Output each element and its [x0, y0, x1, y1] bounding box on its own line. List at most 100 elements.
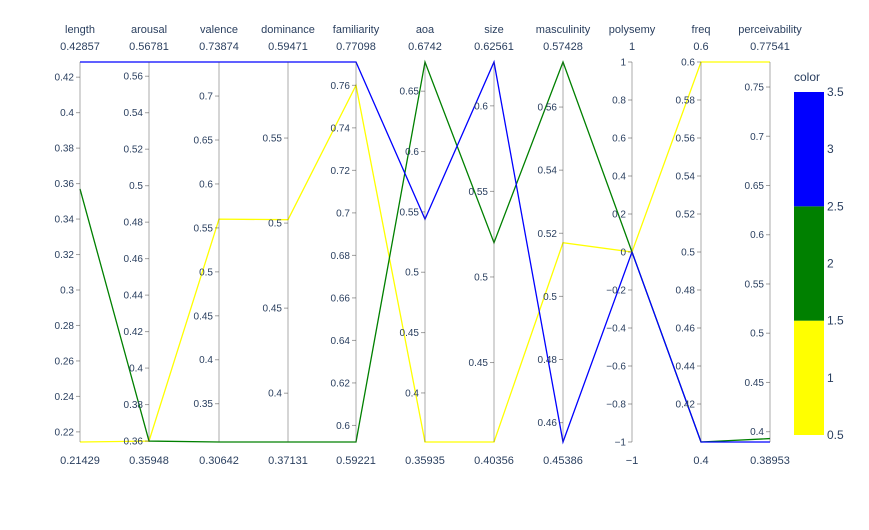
axis-tick-label: 0.2 — [612, 210, 626, 221]
axis-tick-label: 0.72 — [331, 166, 351, 177]
axis-range-min: 0.37131 — [268, 455, 308, 467]
axis-tick-label: 0.28 — [55, 321, 75, 332]
axis-tick-label: 0.45 — [469, 358, 489, 369]
axis-tick-label: 0.5 — [199, 267, 213, 278]
axis-range-max: 0.73874 — [199, 41, 239, 53]
axis-tick-label: 0.65 — [400, 87, 420, 98]
axis-tick-label: 0.65 — [745, 181, 765, 192]
axis-tick-label: 0.4 — [268, 389, 282, 400]
axis-tick-label: 0.6 — [199, 179, 213, 190]
axis-tick-label: 0.5 — [474, 272, 488, 283]
axis-tick-label: 0.55 — [469, 187, 489, 198]
axis-tick-label: 0.65 — [194, 136, 214, 147]
axis-tick-label: 0.52 — [538, 229, 558, 240]
axis-tick-label: −0.2 — [606, 286, 626, 297]
colorbar-tick-label: 0.5 — [827, 428, 844, 442]
axis-tick-label: 0.36 — [124, 437, 144, 448]
axis-tick-label: 0.45 — [263, 304, 283, 315]
axis-tick-label: 0.7 — [750, 132, 764, 143]
axis-tick-label: 0.55 — [745, 279, 765, 290]
colorbar-band — [794, 92, 824, 206]
axis-title: perceivability — [738, 24, 802, 36]
axis-range-min: −1 — [626, 455, 639, 467]
axis-freq[interactable]: freq 0.6 0.4 0.42 0.44 0.46 0.48 0.5 0.52 0.54 0.5… — [676, 24, 711, 467]
colorbar-band — [794, 206, 824, 320]
axis-tick-label: 0.36 — [55, 179, 75, 190]
axis-tick-label: 0.24 — [55, 392, 75, 403]
axis-tick-label: 0.4 — [750, 427, 764, 438]
axis-tick-label: 0.55 — [194, 223, 214, 234]
axis-tick-label: 0.48 — [538, 355, 558, 366]
axis-length[interactable]: length 0.42857 0.21429 0.22 0.24 0.26 0.28 0.3 0… — [55, 24, 100, 467]
axis-tick-label: 0.48 — [676, 286, 696, 297]
axis-tick-label: 0.66 — [331, 293, 351, 304]
colorbar: color0.511.522.533.5 — [794, 70, 844, 442]
colorbar-tick-label: 1.5 — [827, 314, 844, 328]
axis-tick-label: 0.55 — [400, 207, 420, 218]
axis-tick-label: 0.42 — [55, 73, 75, 84]
axis-tick-label: −1 — [615, 438, 627, 449]
axis-tick-label: 0.5 — [750, 329, 764, 340]
axis-tick-label: 0.44 — [124, 291, 144, 302]
axis-range-max: 0.42857 — [60, 41, 100, 53]
axis-range-max: 0.77541 — [750, 41, 790, 53]
axis-tick-label: 0.6 — [336, 421, 350, 432]
axis-title: valence — [200, 24, 238, 36]
axis-tick-label: 0.3 — [60, 286, 74, 297]
axis-range-max: 0.56781 — [129, 41, 169, 53]
axis-tick-label: 0.46 — [124, 254, 144, 265]
colorbar-title: color — [794, 70, 820, 84]
axis-range-max: 0.6 — [693, 41, 708, 53]
colorbar-tick-label: 2 — [827, 257, 834, 271]
axis-tick-label: −0.6 — [606, 362, 626, 373]
axis-tick-label: 0.56 — [676, 134, 696, 145]
axis-range-min: 0.30642 — [199, 455, 239, 467]
axis-range-min: 0.40356 — [474, 455, 514, 467]
axis-range-min: 0.45386 — [543, 455, 583, 467]
axis-tick-label: 0.4 — [612, 172, 626, 183]
axis-tick-label: 0.38 — [55, 144, 75, 155]
axis-tick-label: 0.52 — [124, 145, 144, 156]
axis-aoa[interactable]: aoa 0.6742 0.35935 0.4 0.45 0.5 0.55 0.6 0.65 — [400, 24, 445, 467]
axis-tick-label: 0.6 — [750, 230, 764, 241]
axis-title: size — [484, 24, 504, 36]
axis-tick-label: 0.6 — [474, 101, 488, 112]
axis-tick-label: 1 — [620, 58, 626, 69]
axis-tick-label: 0.74 — [331, 123, 351, 134]
axis-title: dominance — [261, 24, 315, 36]
axis-tick-label: 0.34 — [55, 215, 75, 226]
axis-title: masculinity — [536, 24, 591, 36]
axis-tick-label: 0.46 — [538, 418, 558, 429]
axis-tick-label: 0.62 — [331, 378, 351, 389]
axis-tick-label: 0.45 — [194, 311, 214, 322]
axis-range-max: 0.77098 — [336, 41, 376, 53]
axis-tick-label: −0.4 — [606, 324, 626, 335]
axis-title: aoa — [416, 24, 435, 36]
axis-tick-label: 0.44 — [676, 362, 696, 373]
axis-familiarity[interactable]: familiarity 0.77098 0.59221 0.6 0.62 0.64 0.66… — [331, 24, 380, 467]
axis-tick-label: 0.68 — [331, 251, 351, 262]
axis-tick-label: 0.5 — [268, 219, 282, 230]
axis-tick-label: 0.6 — [681, 58, 695, 69]
axis-tick-label: 0.5 — [129, 181, 143, 192]
axis-range-max: 0.59471 — [268, 41, 308, 53]
axis-range-min: 0.35935 — [405, 455, 445, 467]
axis-polysemy[interactable]: polysemy 1 −1 −1 −0.8 −0.6 −0.4 −0.2 0 0.2 0.4 0.6 0… — [606, 24, 655, 467]
axis-tick-label: 0.75 — [745, 83, 765, 94]
axis-tick-label: 0.42 — [124, 327, 144, 338]
axis-dominance[interactable]: dominance 0.59471 0.37131 0.4 0.45 0.5 0.55 — [261, 24, 315, 467]
axis-tick-label: 0.6 — [405, 147, 419, 158]
axis-perceivability[interactable]: perceivability 0.77541 0.38953 0.4 0.45 0.5 0.… — [738, 24, 802, 467]
axis-tick-label: 0.42 — [676, 400, 696, 411]
axis-title: polysemy — [609, 24, 656, 36]
axis-range-min: 0.21429 — [60, 455, 100, 467]
axis-range-max: 1 — [629, 41, 635, 53]
axis-tick-label: 0.76 — [331, 81, 351, 92]
axis-valence[interactable]: valence 0.73874 0.30642 0.35 0.4 0.45 0.5 0.55 0… — [194, 24, 239, 467]
axis-range-max: 0.62561 — [474, 41, 514, 53]
colorbar-band — [794, 321, 824, 435]
axis-tick-label: 0.7 — [199, 92, 213, 103]
axis-size[interactable]: size 0.62561 0.40356 0.45 0.5 0.55 0.6 — [469, 24, 514, 467]
axis-range-max: 0.57428 — [543, 41, 583, 53]
